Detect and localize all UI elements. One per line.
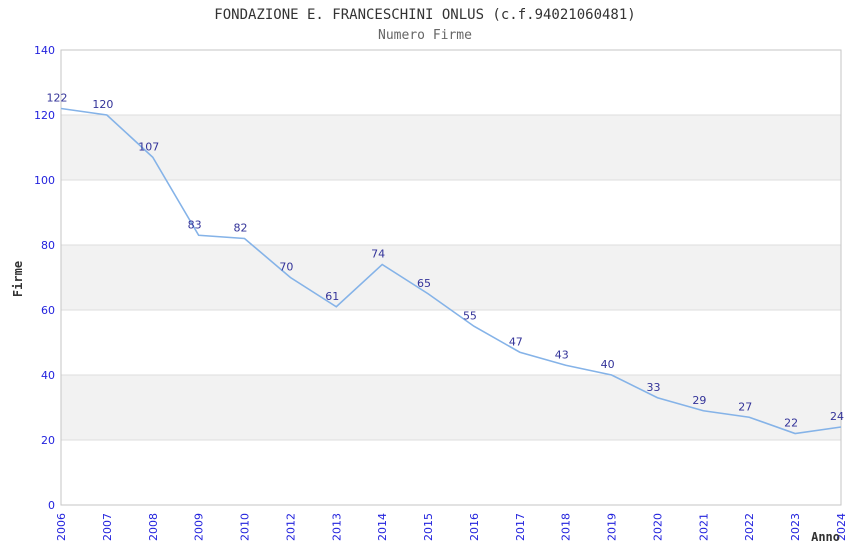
plot-band [61,245,841,310]
series-line [60,107,842,435]
x-axis-tick-labels: 2006 2007 2008 2009 2010 2012 2013 2014 2015 2016… [55,513,848,541]
point-label: 120 [92,98,113,111]
x-tick-label: 2016 [468,513,481,541]
x-tick-label: 2018 [560,513,573,541]
plot-band [61,375,841,440]
x-tick-label: 2017 [514,513,527,541]
y-tick-label: 140 [34,44,55,57]
y-axis-tick-labels: 0 20 40 60 80 100 120 140 [34,44,55,512]
x-tick-label: 2010 [239,513,252,541]
y-tick-label: 20 [41,434,55,447]
point-label: 65 [417,277,431,290]
plot-bands [61,115,841,440]
x-tick-label: 2020 [651,513,664,541]
point-label: 22 [784,417,798,430]
y-tick-label: 40 [41,369,55,382]
y-tick-label: 100 [34,174,55,187]
point-label: 27 [738,400,752,413]
x-tick-label: 2022 [743,513,756,541]
y-axis-title: Firme [11,261,25,297]
x-tick-label: 2012 [284,513,297,541]
x-tick-label: 2009 [193,513,206,541]
y-tick-label: 80 [41,239,55,252]
x-tick-label: 2019 [606,513,619,541]
y-tick-label: 0 [48,499,55,512]
point-label: 24 [830,410,844,423]
x-tick-label: 2023 [789,513,802,541]
x-tick-label: 2013 [330,513,343,541]
point-label: 107 [138,140,159,153]
point-label: 40 [601,358,615,371]
point-label: 29 [692,394,706,407]
x-axis-title: Anno [811,530,840,544]
y-tick-label: 60 [41,304,55,317]
chart-title: FONDAZIONE E. FRANCESCHINI ONLUS (c.f.94… [214,7,635,23]
point-label: 83 [188,218,202,231]
point-label: 33 [646,381,660,394]
point-label: 55 [463,309,477,322]
plot-band [61,115,841,180]
x-tick-label: 2015 [422,513,435,541]
point-label: 74 [371,248,385,261]
x-tick-label: 2008 [147,513,160,541]
point-label: 43 [555,348,569,361]
x-tick-label: 2006 [55,513,68,541]
point-label: 70 [279,261,293,274]
plot-border [60,49,842,506]
x-tick-label: 2007 [101,513,114,541]
x-tick-label: 2014 [376,513,389,541]
point-label: 82 [234,222,248,235]
point-label: 122 [47,92,68,105]
point-label: 47 [509,335,523,348]
x-tick-label: 2024 [835,513,848,541]
x-tick-label: 2021 [697,513,710,541]
y-tick-label: 120 [34,109,55,122]
chart-subtitle: Numero Firme [378,28,472,43]
point-labels: 122 120 107 83 82 70 61 74 65 55 47 43 40 33 29 27 22 24 [47,92,845,430]
point-label: 61 [325,290,339,303]
